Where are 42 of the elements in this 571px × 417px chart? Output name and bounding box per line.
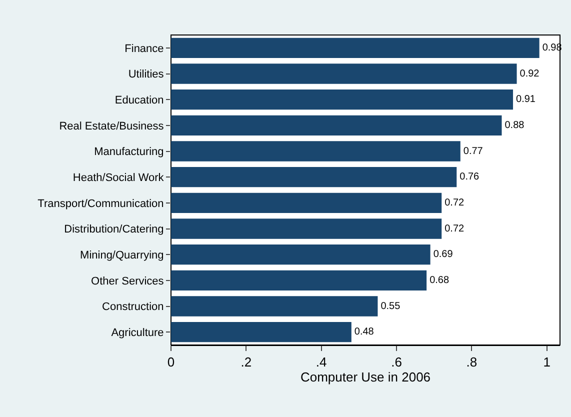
y-tick-label: Construction — [102, 301, 164, 314]
bar — [171, 38, 540, 58]
y-tick-label: Transport/Communication — [38, 198, 164, 210]
y-tick-label: Finance — [124, 42, 164, 55]
x-tick-label: .4 — [316, 354, 327, 370]
bar — [171, 270, 427, 290]
bar — [171, 218, 442, 239]
y-tick-label: Real Estate/Business — [59, 120, 164, 132]
data-label: 0.76 — [460, 172, 480, 183]
y-tick-label: Agriculture — [111, 326, 164, 339]
x-axis-title: Computer Use in 2006 — [300, 370, 431, 385]
y-tick-label: Other Services — [91, 275, 164, 288]
data-label: 0.88 — [504, 120, 525, 131]
x-tick-label: .2 — [240, 354, 252, 370]
y-tick-label: Distribution/Catering — [64, 224, 164, 236]
data-label: 0.92 — [520, 68, 540, 80]
y-tick-label: Utilities — [128, 68, 164, 81]
data-label: 0.72 — [444, 197, 465, 208]
y-tick-label: Education — [114, 94, 164, 106]
bar — [171, 90, 514, 110]
bar — [171, 115, 502, 136]
bar — [171, 64, 517, 84]
y-tick-label: Mining/Quarrying — [80, 249, 164, 262]
bar — [171, 296, 378, 316]
data-label: 0.48 — [354, 326, 374, 338]
data-label: 0.69 — [433, 249, 454, 260]
data-label: 0.68 — [430, 274, 450, 286]
bar — [171, 192, 442, 213]
data-label: 0.72 — [444, 223, 465, 234]
x-tick-label: 1 — [543, 354, 550, 370]
x-tick-label: 0 — [167, 354, 175, 370]
data-label: 0.91 — [516, 94, 536, 106]
x-tick-label: .8 — [466, 354, 478, 370]
bar — [171, 244, 430, 265]
bar — [171, 322, 352, 342]
y-tick-label: Heath/Social Work — [72, 172, 164, 184]
bar — [171, 141, 460, 162]
x-tick-label: .6 — [391, 354, 402, 370]
data-label: 0.77 — [463, 146, 484, 157]
data-label: 0.55 — [380, 300, 401, 312]
y-tick-label: Manufacturing — [94, 146, 164, 158]
bar — [171, 167, 457, 188]
